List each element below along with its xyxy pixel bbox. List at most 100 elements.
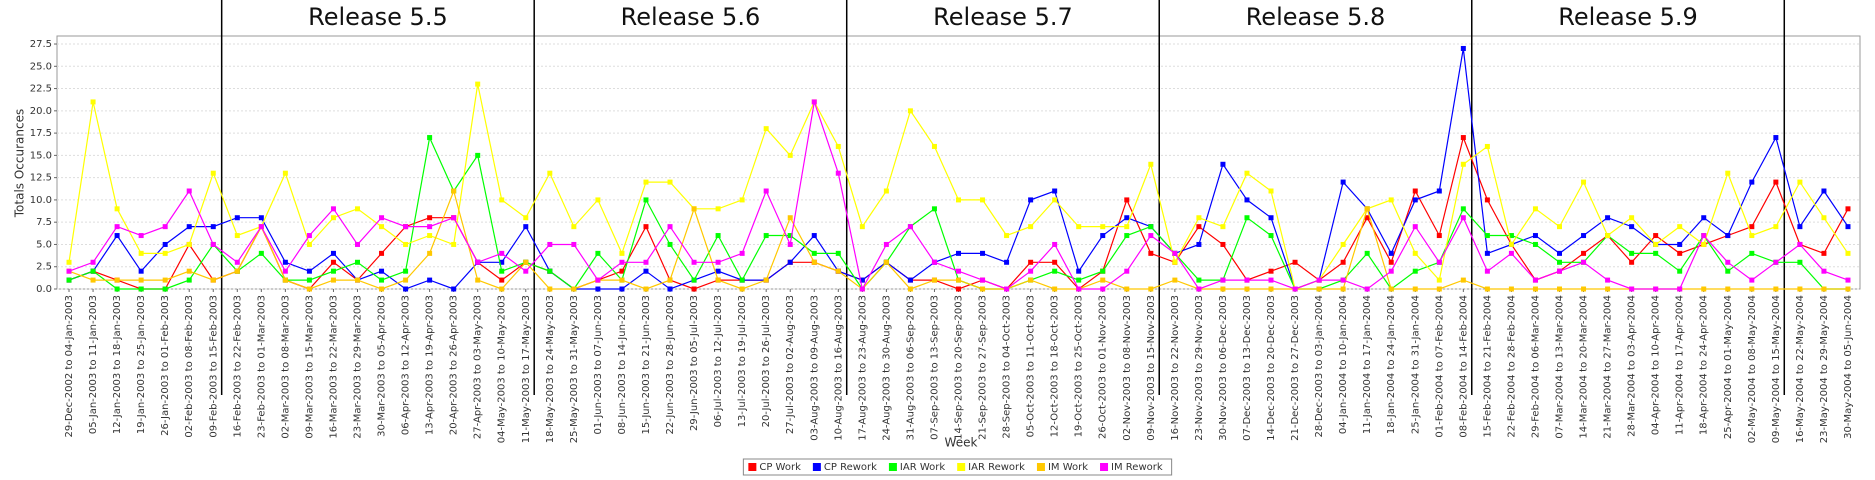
x-tick-label: 01-Jun-2003 to 07-Jun-2003	[593, 295, 604, 435]
data-point	[595, 250, 601, 256]
data-point	[403, 268, 409, 274]
data-point	[1460, 206, 1466, 212]
data-point	[282, 277, 288, 283]
data-point	[1532, 286, 1538, 292]
data-point	[1052, 268, 1058, 274]
data-point	[619, 250, 625, 256]
data-point	[1196, 224, 1202, 230]
legend-swatch	[812, 463, 821, 471]
data-point	[1725, 286, 1731, 292]
data-point	[1436, 286, 1442, 292]
data-point	[138, 268, 144, 274]
data-point	[1701, 215, 1707, 221]
x-tick-label: 30-Mar-2003 to 05-Apr-2003	[377, 295, 388, 437]
data-point	[787, 259, 793, 265]
data-point	[1508, 233, 1514, 239]
data-point	[330, 259, 336, 265]
data-point	[475, 152, 481, 158]
data-point	[379, 224, 385, 230]
data-point	[931, 206, 937, 212]
data-point	[1773, 286, 1779, 292]
x-tick-label: 30-Nov-2003 to 06-Dec-2003	[1218, 295, 1229, 441]
x-tick-label: 12-Oct-2003 to 18-Oct-2003	[1050, 295, 1061, 437]
data-point	[1725, 259, 1731, 265]
data-point	[210, 170, 216, 176]
data-point	[1629, 224, 1635, 230]
data-point	[1004, 259, 1010, 265]
data-point	[379, 250, 385, 256]
data-point	[1100, 224, 1106, 230]
x-tick-label: 09-May-2004 to 15-May-2004	[1771, 295, 1782, 443]
data-point	[1268, 215, 1274, 221]
data-point	[1076, 286, 1082, 292]
data-point	[1268, 277, 1274, 283]
x-tick-label: 09-Nov-2003 to 15-Nov-2003	[1146, 295, 1157, 441]
data-point	[1725, 170, 1731, 176]
x-tick-label: 10-Aug-2003 to 16-Aug-2003	[833, 295, 844, 441]
data-point	[1653, 250, 1659, 256]
data-point	[1028, 197, 1034, 203]
y-tick-label: 20.0	[30, 106, 52, 117]
x-tick-label: 09-Mar-2003 to 15-Mar-2003	[304, 295, 315, 439]
x-axis-label: Week	[945, 436, 978, 450]
x-tick-label: 20-Apr-2003 to 26-Apr-2003	[449, 295, 460, 435]
data-point	[1557, 250, 1562, 256]
data-point	[667, 224, 673, 230]
data-point	[210, 241, 216, 247]
x-tick-label: 22-Jun-2003 to 28-Jun-2003	[665, 295, 676, 435]
data-point	[210, 224, 216, 230]
y-axis-label: Totals Occurances	[13, 109, 27, 218]
data-point	[595, 197, 601, 203]
x-tick-label: 22-Feb-2004 to 28-Feb-2004	[1506, 295, 1517, 438]
data-point	[90, 277, 96, 283]
data-point	[1460, 277, 1466, 283]
data-point	[1436, 188, 1442, 194]
data-point	[739, 197, 745, 203]
data-point	[355, 259, 360, 265]
x-tick-label: 23-Nov-2003 to 29-Nov-2003	[1194, 295, 1205, 441]
data-point	[1845, 286, 1851, 292]
data-point	[1581, 259, 1587, 265]
data-point	[571, 286, 577, 292]
data-point	[1196, 241, 1202, 247]
data-point	[1292, 286, 1298, 292]
data-point	[1340, 179, 1346, 185]
data-point	[234, 233, 240, 239]
data-point	[1268, 268, 1274, 274]
data-point	[956, 277, 961, 283]
y-tick-label: 0.0	[36, 284, 52, 295]
data-point	[1460, 215, 1466, 221]
y-tick-label: 5.0	[36, 239, 52, 250]
data-point	[162, 250, 168, 256]
data-point	[956, 197, 961, 203]
release-title: Release 5.6	[621, 3, 761, 31]
data-point	[1052, 197, 1058, 203]
data-point	[379, 277, 385, 283]
data-point	[1725, 268, 1731, 274]
data-point	[1412, 197, 1418, 203]
data-point	[1749, 224, 1755, 230]
data-point	[859, 224, 865, 230]
data-point	[1701, 241, 1707, 247]
data-point	[667, 241, 673, 247]
data-point	[1581, 286, 1587, 292]
data-point	[114, 286, 120, 292]
data-point	[1340, 241, 1346, 247]
x-tick-label: 29-Feb-2004 to 06-Mar-2004	[1530, 295, 1541, 438]
data-point	[1028, 277, 1034, 283]
data-point	[282, 170, 288, 176]
data-point	[186, 277, 192, 283]
data-point	[1605, 286, 1611, 292]
data-point	[330, 268, 336, 274]
data-point	[907, 108, 913, 114]
data-point	[667, 277, 673, 283]
data-point	[1100, 233, 1106, 239]
data-point	[1653, 286, 1659, 292]
data-point	[1749, 286, 1755, 292]
data-point	[1172, 250, 1178, 256]
x-tick-label: 16-Nov-2003 to 22-Nov-2003	[1170, 295, 1181, 441]
data-point	[956, 250, 961, 256]
y-tick-label: 27.5	[30, 39, 52, 50]
x-tick-label: 24-Aug-2003 to 30-Aug-2003	[881, 295, 892, 441]
data-point	[1581, 233, 1587, 239]
